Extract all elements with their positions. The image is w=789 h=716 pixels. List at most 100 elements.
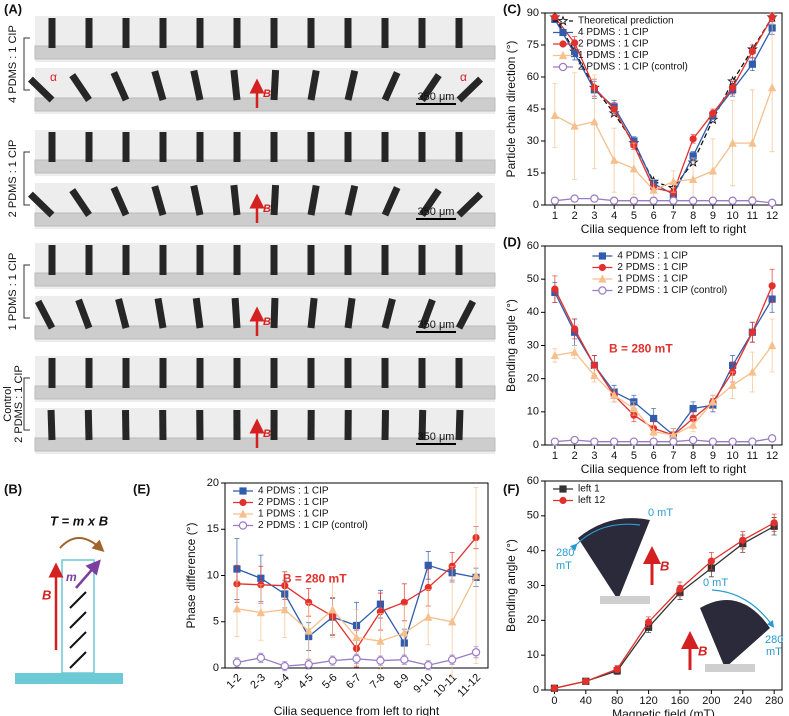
cilium bbox=[418, 298, 436, 330]
series-line bbox=[554, 345, 773, 436]
marker bbox=[729, 84, 737, 92]
y-tick-label: 50 bbox=[527, 510, 539, 522]
marker bbox=[352, 654, 361, 663]
series-line bbox=[554, 292, 773, 437]
cilium bbox=[233, 245, 241, 275]
group-bracket bbox=[23, 37, 30, 91]
cilium bbox=[122, 358, 130, 388]
annotation: B = 280 mT bbox=[283, 571, 347, 585]
cilium bbox=[27, 191, 55, 218]
inset: 0 mT 280 mT B 0 mT 280 mT B bbox=[556, 507, 783, 672]
y-axis-label: Bending angle (°) bbox=[504, 299, 518, 392]
legend-marker bbox=[559, 496, 567, 505]
y-tick-label: 40 bbox=[527, 545, 539, 557]
x-tick-label: 10 bbox=[727, 210, 739, 222]
cilium bbox=[61, 559, 95, 674]
x-tick-label: 7 bbox=[670, 210, 676, 222]
cilium bbox=[270, 18, 278, 48]
legend-label: 4 PDMS : 1 CIP bbox=[617, 251, 688, 262]
marker bbox=[471, 570, 481, 580]
cilium bbox=[233, 409, 241, 441]
cilium bbox=[233, 18, 241, 48]
x-tick-label: 8 bbox=[690, 210, 696, 222]
cilium bbox=[233, 358, 241, 388]
cilium bbox=[381, 358, 389, 388]
cilium bbox=[190, 184, 204, 216]
legend-marker bbox=[559, 28, 567, 37]
x-tick-label: 12 bbox=[766, 210, 778, 222]
marker bbox=[280, 661, 289, 671]
x-tick-label: 2 bbox=[572, 210, 578, 222]
series-line bbox=[554, 16, 773, 193]
cilium bbox=[455, 358, 463, 388]
y-tick-label: 40 bbox=[527, 306, 539, 318]
legend-marker bbox=[238, 509, 248, 518]
marker bbox=[471, 648, 481, 657]
legend-marker bbox=[558, 50, 568, 60]
inset-end-unit: mT bbox=[556, 560, 572, 572]
field-label: B bbox=[698, 643, 707, 658]
marker bbox=[748, 367, 757, 376]
cilium bbox=[344, 69, 359, 101]
legend-label: 2 PDMS : 1 CIP bbox=[258, 497, 329, 508]
field-label: B bbox=[263, 203, 271, 215]
cilium bbox=[307, 297, 318, 329]
legend-marker bbox=[557, 15, 569, 26]
marker bbox=[728, 437, 737, 446]
marker bbox=[669, 437, 678, 446]
y-tick-label: 90 bbox=[527, 7, 539, 19]
cilium bbox=[84, 409, 93, 441]
group-bracket bbox=[23, 151, 30, 206]
cilium bbox=[307, 18, 315, 48]
substrate-strip bbox=[34, 159, 496, 174]
legend-marker bbox=[239, 487, 247, 495]
marker bbox=[550, 196, 560, 205]
series-line bbox=[554, 285, 773, 436]
cilium bbox=[196, 18, 204, 48]
torque-equation: T = m x B bbox=[50, 513, 108, 528]
inset-image bbox=[700, 599, 770, 668]
inset-end-value: 280 bbox=[556, 547, 574, 559]
legend-label: 1 PDMS : 1 CIP bbox=[578, 50, 649, 61]
y-tick-label: 75 bbox=[527, 39, 539, 51]
cilium bbox=[196, 132, 204, 162]
marker bbox=[649, 185, 658, 194]
marker bbox=[649, 437, 658, 446]
field-label: B bbox=[42, 587, 51, 602]
group-label: 2 PDMS : 1 CIP bbox=[7, 140, 19, 218]
x-axis-label: Cilia sequence from left to right bbox=[581, 462, 747, 476]
cilium bbox=[85, 245, 93, 275]
group-bracket bbox=[23, 377, 30, 431]
cilium bbox=[159, 409, 167, 441]
cilium bbox=[270, 409, 278, 441]
cilium bbox=[344, 18, 352, 48]
panel-label: (E) bbox=[133, 481, 150, 496]
x-tick-label: 1-2 bbox=[224, 672, 244, 692]
scale-bar-label: 350 μm bbox=[418, 206, 455, 218]
substrate-strip bbox=[34, 325, 496, 340]
legend-marker bbox=[598, 252, 606, 260]
substrate-strip bbox=[34, 45, 496, 60]
cilium bbox=[455, 132, 463, 162]
x-tick-label: 2-3 bbox=[248, 672, 268, 692]
marker bbox=[570, 347, 579, 356]
marker bbox=[649, 196, 658, 205]
panel-b: (B) T = m x B B m bbox=[4, 481, 123, 684]
substrate-strip bbox=[34, 212, 496, 227]
x-tick-label: 280 bbox=[765, 695, 783, 707]
marker bbox=[728, 196, 737, 205]
marker bbox=[256, 607, 265, 617]
x-tick-label: 5 bbox=[631, 210, 637, 222]
legend-marker bbox=[598, 274, 607, 283]
x-tick-label: 2 bbox=[572, 450, 578, 462]
cilium bbox=[230, 69, 241, 101]
legend-label: 2 PDMS : 1 CIP (control) bbox=[258, 520, 368, 531]
marker bbox=[767, 434, 777, 443]
cilium bbox=[270, 297, 279, 329]
field-label: B bbox=[263, 316, 271, 328]
y-axis-label: Phase difference (°) bbox=[184, 523, 198, 629]
y-tick-label: 5 bbox=[213, 616, 219, 628]
cilium bbox=[418, 358, 426, 388]
panel-label: (B) bbox=[4, 481, 22, 496]
moment-arrow bbox=[75, 559, 101, 589]
